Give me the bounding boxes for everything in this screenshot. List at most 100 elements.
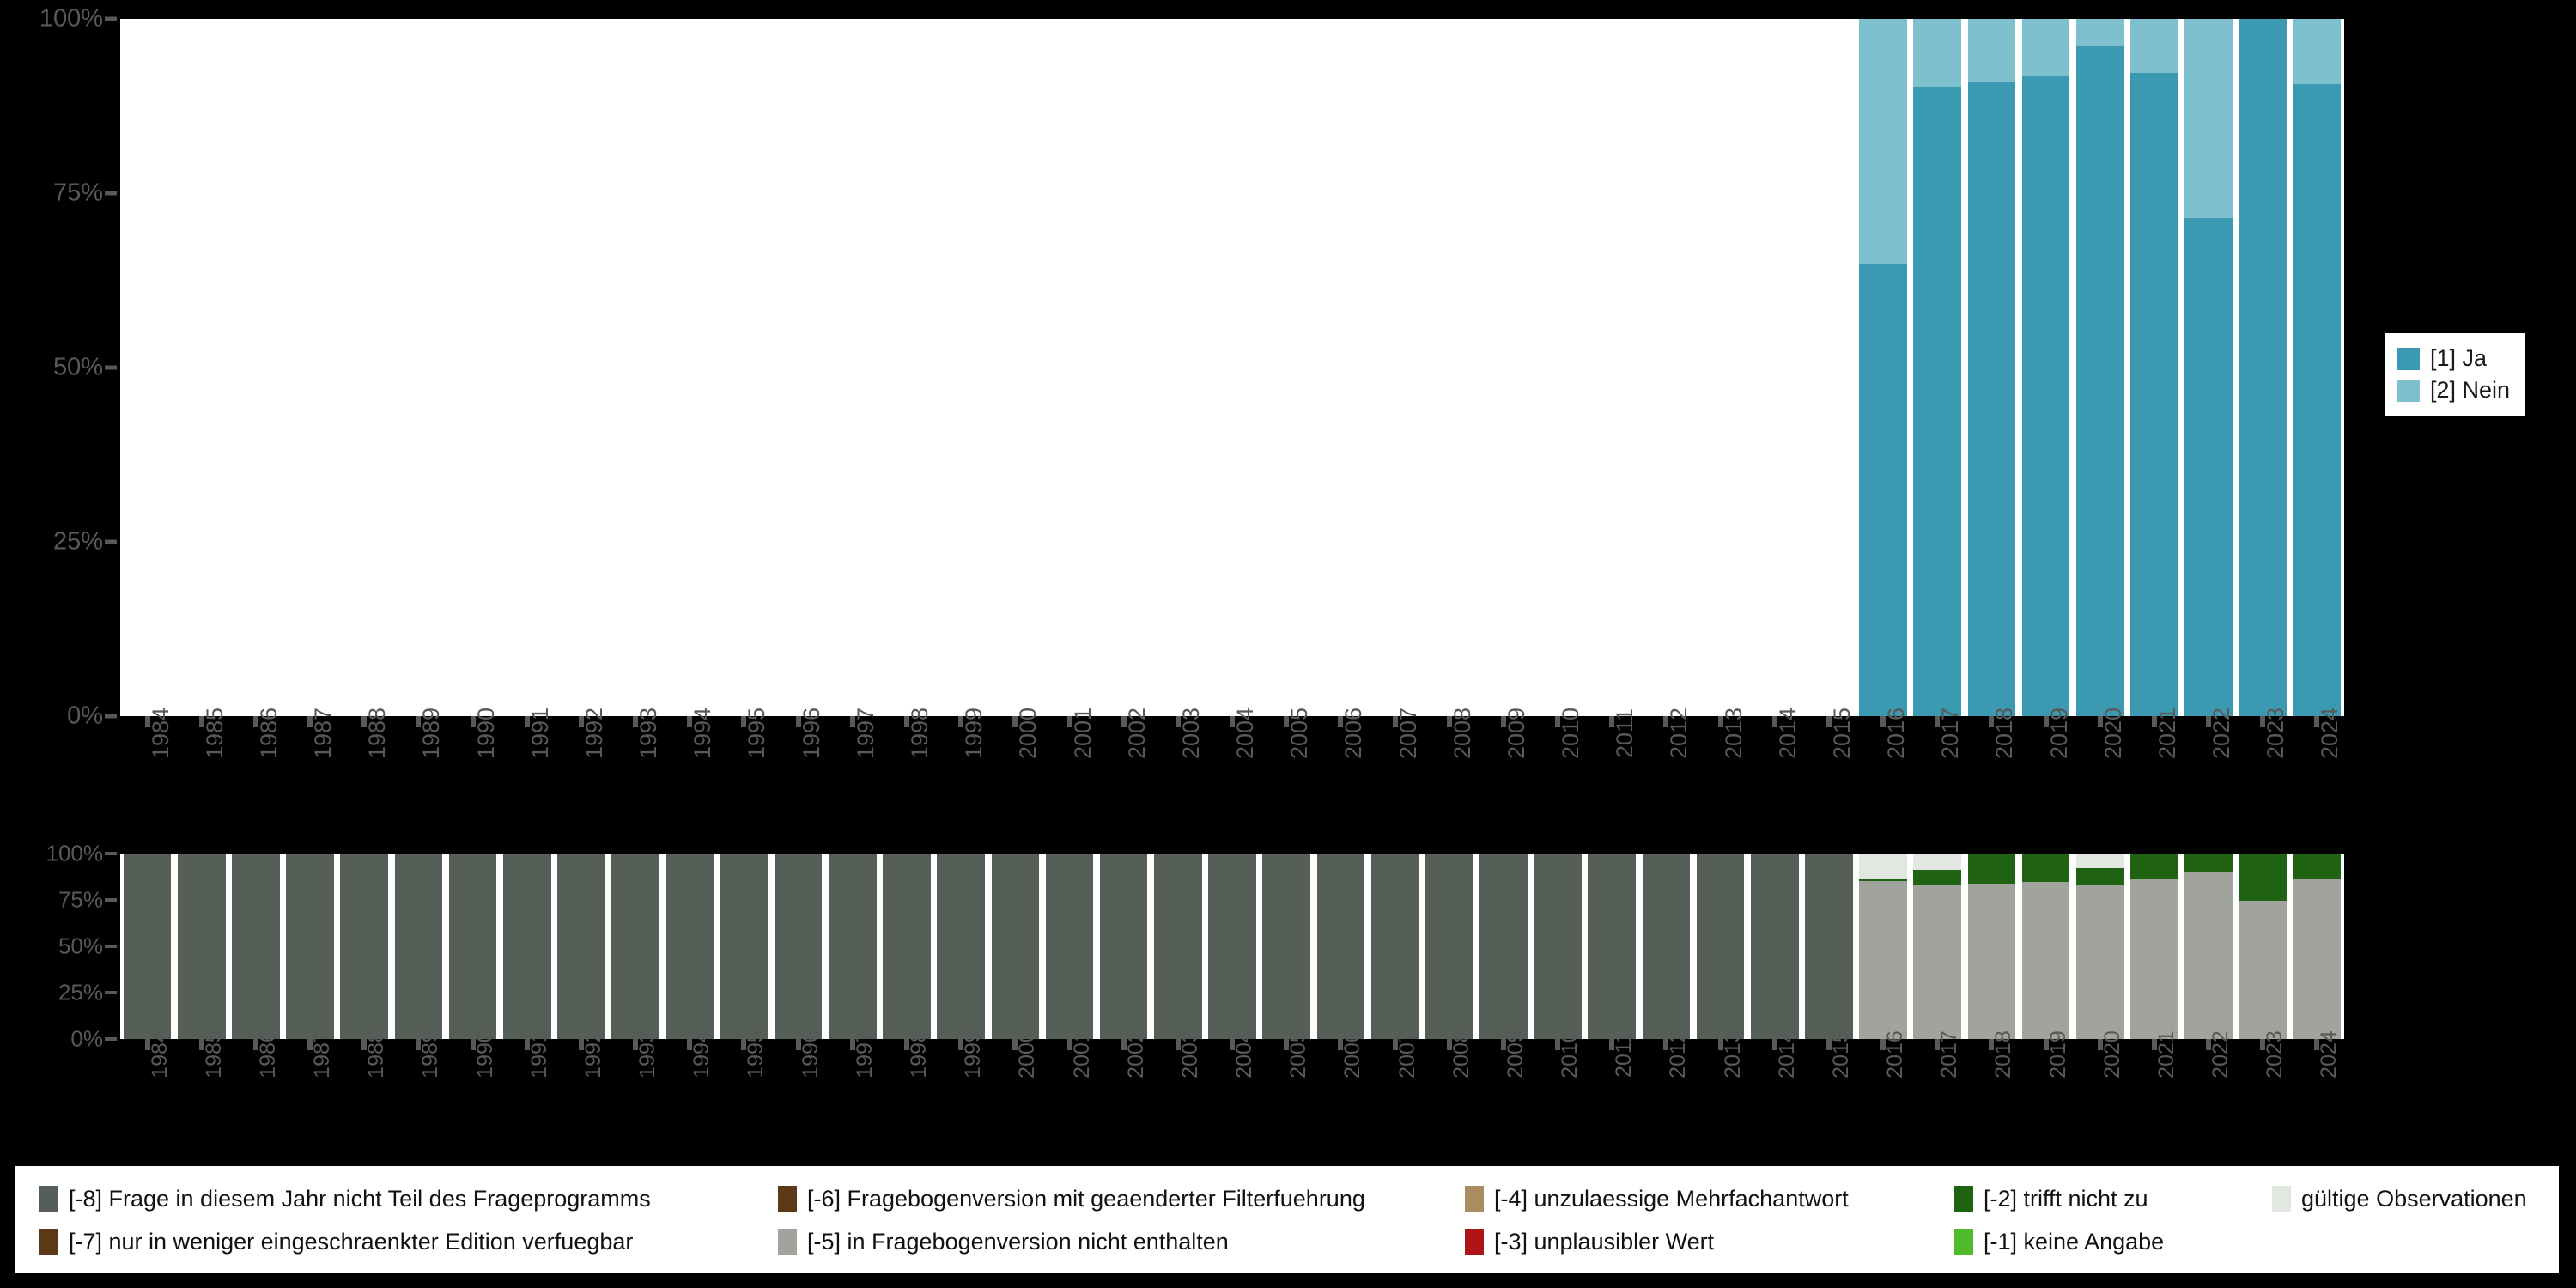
bar-column-2004 (1205, 19, 1259, 716)
x-label-cell: 1986 (228, 1051, 283, 1133)
x-axis-tick-label: 2015 (1829, 708, 1856, 759)
x-axis-tick-label: 2009 (1504, 1030, 1528, 1078)
stacked-bar (1913, 854, 1961, 1039)
legend-label: [-7] nur in weniger eingeschraenkter Edi… (69, 1229, 633, 1255)
bar-segment (395, 854, 443, 1039)
y-axis-tick-label: 100% (39, 5, 103, 33)
legend-item[interactable]: [-6] Fragebogenversion mit geaenderter F… (778, 1186, 1365, 1212)
y-axis-tickmark (105, 1037, 117, 1041)
x-label-cell: 2011 (1585, 730, 1639, 824)
bar-column-2005 (1260, 854, 1314, 1039)
bar-column-1996 (771, 854, 825, 1039)
x-label-cell: 2014 (1747, 730, 1801, 824)
x-axis-tick-label: 1993 (635, 1030, 660, 1078)
x-axis-tick-label: 2008 (1449, 1030, 1474, 1078)
bar-segment (1968, 82, 2016, 716)
bar-column-2024 (2290, 854, 2344, 1039)
x-label-cell: 2015 (1801, 730, 1856, 824)
stacked-bar (829, 854, 877, 1039)
x-label-cell: 1988 (337, 730, 392, 824)
stacked-bar (1968, 854, 2016, 1039)
legend-item[interactable]: [-3] unplausibler Wert (1465, 1229, 1714, 1255)
stacked-bar (2184, 854, 2233, 1039)
x-axis-tick-label: 1991 (527, 1030, 552, 1078)
y-axis-tickmark (105, 366, 117, 370)
stacked-bar (1968, 19, 2016, 716)
x-axis-tick-label: 1984 (148, 1030, 173, 1078)
bar-column-2015 (1801, 854, 1856, 1039)
x-axis-tick-label: 2005 (1286, 1030, 1311, 1078)
bar-segment (1805, 854, 1853, 1039)
bar-column-1986 (228, 854, 283, 1039)
bar-column-2002 (1097, 19, 1151, 716)
y-axis-tickmark (105, 991, 117, 994)
bar-column-2009 (1476, 854, 1530, 1039)
legend-item[interactable]: [-1] keine Angabe (1954, 1229, 2164, 1255)
bar-segment (829, 854, 877, 1039)
x-label-cell: 2009 (1476, 730, 1530, 824)
bar-segment (2130, 879, 2178, 1039)
bar-column-2009 (1476, 19, 1530, 716)
x-axis-tick-label: 2000 (1015, 708, 1042, 759)
x-axis-tick-label: 2024 (2317, 1030, 2342, 1078)
bar-column-2017 (1911, 854, 1965, 1039)
stacked-bar (720, 854, 769, 1039)
bar-column-2024 (2290, 19, 2344, 716)
bar-segment (2130, 19, 2178, 73)
x-axis-tick-label: 2008 (1449, 708, 1476, 759)
x-label-cell: 2018 (1965, 1051, 2019, 1133)
bar-segment (883, 854, 931, 1039)
bar-segment (2293, 854, 2342, 879)
bar-column-1988 (337, 19, 392, 716)
stacked-bar (395, 854, 443, 1039)
legend-item[interactable]: [-7] nur in weniger eingeschraenkter Edi… (39, 1229, 633, 1255)
legend-item[interactable]: [2] Nein (2397, 377, 2510, 404)
bar-column-1987 (283, 19, 337, 716)
legend-item[interactable]: [-5] in Fragebogenversion nicht enthalte… (778, 1229, 1229, 1255)
x-axis-tick-label: 1989 (418, 708, 445, 759)
x-axis-tick-label: 2001 (1070, 708, 1097, 759)
bar-column-2005 (1260, 19, 1314, 716)
stacked-bar (1208, 854, 1256, 1039)
stacked-bar (2239, 19, 2287, 716)
legend-item[interactable]: gültige Observationen (2272, 1186, 2527, 1212)
x-axis-tick-label: 2018 (1991, 1030, 2016, 1078)
chart-page: 100%75%50%25%0% 198419851986198719881989… (0, 0, 2576, 1288)
bar-column-1999 (934, 854, 988, 1039)
x-label-cell: 2000 (988, 1051, 1042, 1133)
x-axis-tick-label: 1990 (473, 708, 500, 759)
x-axis-tick-label: 2022 (2208, 1030, 2233, 1078)
bar-segment (2293, 879, 2342, 1039)
x-axis-tick-label: 1992 (581, 1030, 606, 1078)
stacked-bar (1859, 854, 1907, 1039)
bar-column-2004 (1205, 854, 1259, 1039)
x-axis-tick-label: 2018 (1991, 708, 2018, 759)
x-label-cell: 1997 (825, 730, 879, 824)
stacked-bar (1046, 854, 1094, 1039)
bar-column-2011 (1585, 19, 1639, 716)
bar-segment (1046, 854, 1094, 1039)
bar-segment (557, 854, 605, 1039)
x-label-cell: 1984 (120, 730, 174, 824)
legend-item[interactable]: [1] Ja (2397, 345, 2510, 372)
x-label-cell: 1996 (771, 730, 825, 824)
x-label-cell: 2014 (1747, 1051, 1801, 1133)
bar-segment (2130, 73, 2178, 716)
bar-column-2002 (1097, 854, 1151, 1039)
bar-segment (1913, 854, 1961, 870)
x-axis-tick-label: 1986 (256, 1030, 281, 1078)
legend-item[interactable]: [-8] Frage in diesem Jahr nicht Teil des… (39, 1186, 651, 1212)
x-axis-tick-label: 2017 (1937, 708, 1964, 759)
x-axis-tick-label: 1998 (907, 708, 933, 759)
bar-column-2001 (1042, 19, 1097, 716)
x-axis-tick-label: 2009 (1504, 708, 1530, 759)
bar-segment (1913, 19, 1961, 87)
x-label-cell: 2023 (2236, 1051, 2290, 1133)
legend-label: [2] Nein (2430, 377, 2510, 404)
stacked-bar (1643, 854, 1691, 1039)
x-label-cell: 2008 (1422, 1051, 1476, 1133)
legend-item[interactable]: [-2] trifft nicht zu (1954, 1186, 2148, 1212)
bottom-x-axis-labels: 1984198519861987198819891990199119921993… (120, 1051, 2344, 1133)
legend-label: [-5] in Fragebogenversion nicht enthalte… (807, 1229, 1229, 1255)
legend-item[interactable]: [-4] unzulaessige Mehrfachantwort (1465, 1186, 1849, 1212)
